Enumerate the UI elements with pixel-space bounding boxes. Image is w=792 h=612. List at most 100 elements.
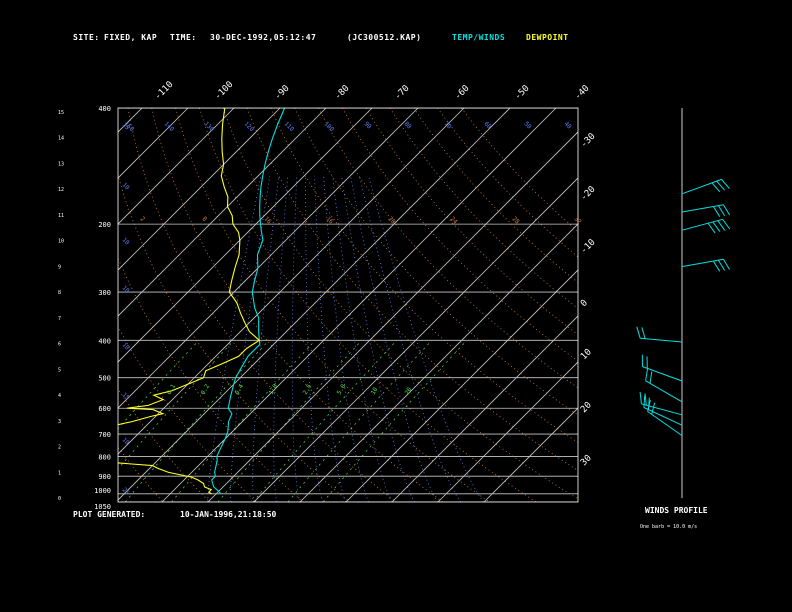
adiabat-label: 90 [363,120,373,130]
mixing-ratio-label: 1.0 [268,383,280,396]
plot-generated-label: PLOT GENERATED: [73,510,146,519]
dry-adiabat [460,108,578,232]
mixing-ratio-label: 20 [387,215,397,225]
pressure-tick-label: 800 [98,453,111,461]
isotherm [299,223,578,502]
isotherm [345,269,578,502]
dry-adiabat [318,108,578,389]
top-temp-label: -90 [273,84,292,103]
adiabat-label: 130 [203,120,216,133]
top-temp-label: -70 [393,84,412,103]
wind-shaft [681,218,723,231]
pressure-tick-label: 1000 [94,487,111,495]
right-temp-label: 20 [579,400,594,415]
wind-shaft [645,380,683,403]
dewpoint-profile [118,108,261,495]
pressure-tick-label: 400 [98,337,111,345]
isotherm [118,108,511,501]
pressure-tick-label: 200 [98,221,111,229]
time-value: 30-DEC-1992,05:12:47 [210,33,317,42]
top-temp-label: -110 [153,80,175,102]
mixing-ratio-label: 20 [404,386,414,396]
wind-barb [681,258,731,272]
isotherm [437,361,578,502]
mixing-ratio-label: 28 [511,215,521,225]
height-tick-label: 11 [58,213,64,219]
wind-shaft [642,366,683,382]
right-temp-label: 0 [579,298,590,309]
wind-barb-feather [712,260,721,272]
wind-barb-feather [722,259,731,270]
moist-adiabat-label: 10 [121,341,131,351]
wind-barb [681,178,730,195]
moist-adiabat [305,175,324,502]
wind-barb [645,368,683,403]
moist-adiabat-label: 15 [121,391,131,401]
isotherm [0,108,50,502]
top-temp-label: -40 [573,84,592,103]
wind-barb-feather [721,179,730,189]
wind-barb-feather [651,402,656,415]
mixing-ratio-label: 8 [201,215,209,223]
adiabat-label: 100 [323,120,336,133]
mixing-ratio-line [322,340,468,502]
isotherm [391,315,578,502]
moist-adiabat [368,175,485,502]
height-tick-label: 9 [58,264,61,270]
moist-adiabat-label: 10 [121,284,131,294]
wind-barb-feather [716,180,725,191]
isotherm [118,108,465,455]
moist-adiabat-label: 10 [121,436,131,446]
height-tick-label: 10 [58,239,64,245]
mixing-ratio-label: 0.1 [166,383,178,396]
wind-barb-feather [722,204,731,216]
wind-barb [641,354,683,382]
top-temp-label: -60 [453,84,472,103]
wind-shaft [681,258,724,268]
moist-adiabat [350,175,439,502]
mixing-ratio-label: 0.2 [200,383,212,396]
pressure-tick-label: 1050 [94,503,111,511]
dry-adiabat [118,325,257,502]
wind-barb-feather [643,395,646,408]
height-tick-label: 2 [58,445,61,451]
site-value: FIXED, KAP [104,33,158,42]
dry-adiabat [151,108,444,502]
dry-adiabat [127,108,397,502]
height-tick-label: 6 [58,342,61,348]
isotherm [483,407,578,502]
mixing-ratio-line [217,340,362,502]
height-tick-label: 4 [58,393,61,399]
dry-adiabat [118,388,210,502]
moist-adiabat-label: 25 [121,486,131,496]
winds-profile-title: WINDS PROFILE [645,506,708,515]
moist-adiabat [273,175,289,502]
dry-adiabat [222,108,578,500]
wind-barb-feather [717,220,726,231]
wind-shaft [640,337,683,343]
dry-adiabat [437,108,578,258]
height-tick-label: 5 [58,367,61,373]
isotherm [118,108,235,225]
mixing-ratio-label: 0.4 [234,383,246,396]
wind-barb [647,399,683,437]
mixing-ratio-label: 32 [573,215,583,225]
top-temp-label: -80 [333,84,352,103]
wind-barb-feather [641,327,646,339]
wind-shaft [681,178,722,195]
dry-adiabat [246,108,578,471]
height-tick-label: 8 [58,290,61,296]
time-label: TIME: [170,33,197,42]
mixing-ratio-line [118,340,235,470]
dewpoint-legend: DEWPOINT [526,33,569,42]
height-tick-label: 14 [58,136,64,142]
wind-barb-feather [636,326,641,339]
mixing-ratio-label: 24 [449,215,459,225]
wind-barb-feather [639,391,642,404]
pressure-tick-label: 700 [98,431,111,439]
right-temp-label: -30 [579,132,598,151]
wind-barb-feather [644,393,647,406]
height-tick-label: 12 [58,187,64,193]
isotherm [161,108,557,502]
mixing-ratio-label: 16 [325,215,335,225]
